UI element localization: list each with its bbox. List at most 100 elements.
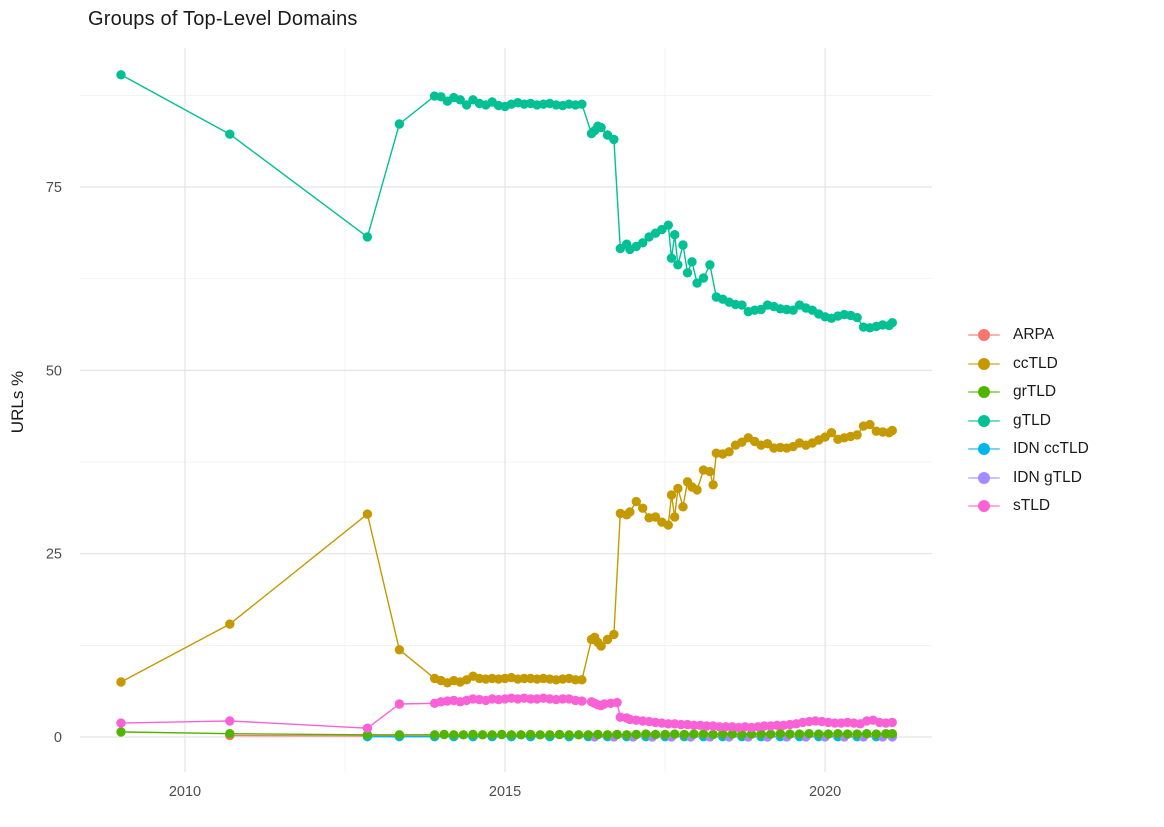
data-point-grTLD: [429, 730, 440, 740]
data-point-sTLD: [887, 717, 897, 728]
data-point-gTLD: [461, 100, 472, 110]
data-point-ccTLD: [724, 447, 734, 457]
legend-key-icon: [968, 357, 1000, 371]
data-point-ccTLD: [638, 503, 648, 513]
data-point-grTLD: [564, 730, 574, 740]
data-point-ccTLD: [650, 512, 661, 522]
data-point-gTLD: [852, 312, 862, 323]
data-point-grTLD: [574, 730, 584, 740]
data-point-ccTLD: [673, 483, 683, 494]
legend-label: IDN ccTLD: [1013, 440, 1089, 458]
legend-key-dot: [978, 500, 990, 513]
data-point-grTLD: [727, 729, 737, 739]
data-point-ccTLD: [887, 425, 897, 436]
data-point-grTLD: [746, 729, 757, 739]
data-point-grTLD: [116, 727, 126, 737]
series-line-gTLD: [120, 74, 893, 329]
data-point-sTLD: [116, 718, 126, 728]
data-point-grTLD: [689, 729, 699, 739]
data-point-grTLD: [602, 730, 613, 740]
y-tick-label: 50: [46, 363, 62, 379]
data-point-ccTLD: [826, 428, 837, 438]
legend-key-icon: [968, 328, 1000, 342]
x-tick-label: 2010: [169, 784, 201, 800]
data-point-gTLD: [577, 99, 587, 109]
data-point-grTLD: [545, 730, 555, 740]
data-point-ccTLD: [577, 675, 587, 685]
legend-item-grTLD: grTLD: [968, 378, 1089, 407]
data-point-gTLD: [682, 268, 693, 278]
data-point-gTLD: [666, 253, 677, 263]
data-point-grTLD: [679, 729, 689, 740]
data-point-gTLD: [698, 273, 709, 283]
data-point-gTLD: [225, 129, 235, 139]
data-point-grTLD: [583, 730, 593, 740]
data-point-grTLD: [631, 729, 641, 740]
data-point-gTLD: [394, 119, 405, 129]
legend-label: IDN gTLD: [1013, 468, 1082, 486]
data-point-grTLD: [487, 730, 497, 740]
data-point-grTLD: [497, 729, 507, 740]
legend-label: grTLD: [1013, 383, 1057, 401]
legend-item-sTLD: sTLD: [968, 492, 1089, 521]
data-point-grTLD: [833, 729, 843, 739]
data-point-ccTLD: [865, 419, 875, 430]
data-point-grTLD: [660, 729, 670, 740]
data-point-ccTLD: [631, 496, 641, 507]
data-point-ccTLD: [225, 619, 235, 629]
data-point-grTLD: [871, 729, 881, 739]
data-point-gTLD: [788, 305, 798, 315]
data-point-gTLD: [455, 95, 465, 105]
data-point-grTLD: [506, 730, 517, 740]
legend-key-dot: [978, 386, 990, 399]
chart-title: Groups of Top-Level Domains: [88, 8, 358, 30]
data-point-grTLD: [225, 729, 235, 739]
data-point-ccTLD: [394, 645, 405, 655]
data-point-sTLD: [362, 723, 373, 733]
data-point-ccTLD: [625, 507, 635, 517]
data-point-ccTLD: [708, 480, 718, 490]
data-point-grTLD: [823, 729, 833, 739]
data-point-grTLD: [698, 729, 709, 739]
legend-item-ccTLD: ccTLD: [968, 350, 1089, 379]
legend-label: sTLD: [1013, 497, 1051, 515]
y-tick-label: 75: [46, 180, 62, 196]
legend-key-dot: [978, 329, 990, 342]
y-tick-label: 25: [46, 547, 62, 563]
data-point-grTLD: [516, 730, 526, 740]
data-point-grTLD: [852, 729, 862, 739]
data-point-ccTLD: [692, 485, 702, 495]
data-point-ccTLD: [670, 512, 680, 522]
legend: ARPA ccTLD grTLD gTLD IDN ccTLD IDN gTLD sTLD: [968, 321, 1089, 521]
x-tick-label: 2015: [489, 784, 521, 800]
data-point-grTLD: [394, 730, 405, 740]
data-point-grTLD: [804, 729, 814, 739]
legend-label: ccTLD: [1013, 354, 1058, 372]
data-point-gTLD: [678, 240, 688, 250]
data-point-grTLD: [887, 729, 897, 739]
data-point-ccTLD: [362, 509, 373, 519]
data-point-grTLD: [458, 730, 469, 740]
data-point-grTLD: [708, 729, 718, 740]
legend-item-gTLD: gTLD: [968, 407, 1089, 436]
legend-key-dot: [978, 357, 990, 370]
data-point-gTLD: [596, 122, 606, 133]
data-point-grTLD: [477, 730, 488, 740]
data-point-grTLD: [593, 729, 603, 740]
data-point-grTLD: [525, 729, 536, 740]
data-point-grTLD: [650, 729, 661, 740]
data-point-gTLD: [116, 70, 126, 80]
legend-key-icon: [968, 385, 1000, 399]
data-point-ccTLD: [596, 641, 606, 651]
data-point-gTLD: [687, 257, 697, 267]
data-point-grTLD: [554, 729, 565, 740]
legend-key-icon: [968, 414, 1000, 428]
data-point-grTLD: [535, 730, 545, 740]
data-point-gTLD: [887, 318, 897, 328]
data-point-gTLD: [362, 232, 373, 242]
data-point-grTLD: [718, 729, 728, 739]
data-point-grTLD: [766, 729, 776, 739]
legend-key-icon: [968, 471, 1000, 485]
data-point-grTLD: [814, 729, 824, 739]
